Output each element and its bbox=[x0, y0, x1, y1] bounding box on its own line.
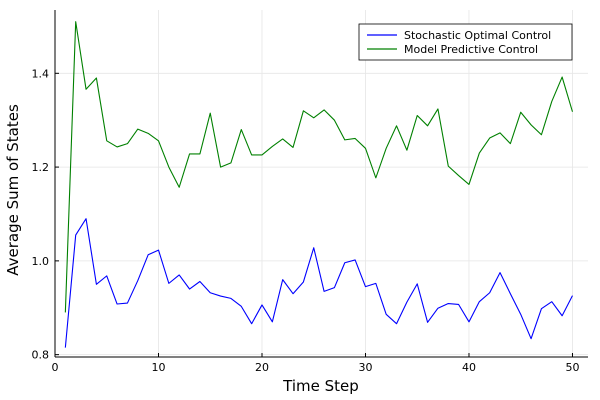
series-line-stochastic-optimal-control bbox=[64, 218, 573, 348]
grid bbox=[54, 10, 588, 357]
axes bbox=[54, 10, 588, 358]
x-axis-title: Time Step bbox=[282, 377, 359, 395]
x-tick-label: 0 bbox=[52, 361, 59, 374]
legend: Stochastic Optimal Control Model Predict… bbox=[358, 23, 573, 61]
series-lines bbox=[64, 21, 574, 348]
series-line-model-predictive-control bbox=[64, 21, 574, 313]
y-tick-label: 1.2 bbox=[32, 161, 50, 174]
x-tick-label: 40 bbox=[462, 361, 476, 374]
legend-label-mpc: Model Predictive Control bbox=[404, 43, 538, 56]
x-tick-label: 50 bbox=[565, 361, 579, 374]
tick-labels: 0 10 20 30 40 50 0.8 1.0 1.2 1.4 bbox=[32, 67, 580, 374]
x-tick-label: 10 bbox=[151, 361, 165, 374]
y-axis-title: Average Sum of States bbox=[4, 104, 22, 276]
legend-box bbox=[358, 23, 573, 61]
y-tick-label: 1.4 bbox=[32, 67, 50, 80]
x-tick-label: 20 bbox=[255, 361, 269, 374]
x-tick-label: 30 bbox=[358, 361, 372, 374]
y-tick-label: 1.0 bbox=[32, 255, 50, 268]
y-tick-label: 0.8 bbox=[32, 349, 50, 362]
legend-label-stochastic: Stochastic Optimal Control bbox=[404, 29, 551, 42]
